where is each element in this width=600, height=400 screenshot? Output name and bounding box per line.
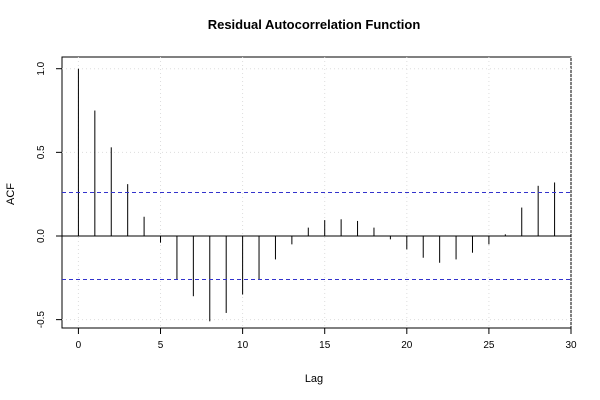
x-tick-label: 25 bbox=[483, 340, 495, 351]
y-tick-label: 0.0 bbox=[36, 229, 47, 243]
y-tick-label: 0.5 bbox=[36, 145, 47, 159]
x-tick-label: 10 bbox=[237, 340, 249, 351]
y-axis: -0.5 0.0 0.5 1.0 bbox=[36, 61, 62, 328]
y-axis-label: ACF bbox=[5, 183, 17, 205]
x-tick-label: 15 bbox=[319, 340, 331, 351]
x-axis-label: Lag bbox=[305, 373, 323, 385]
y-tick-label: -0.5 bbox=[36, 311, 47, 329]
confidence-band bbox=[62, 192, 571, 280]
chart-title: Residual Autocorrelation Function bbox=[208, 17, 421, 32]
x-tick-label: 20 bbox=[401, 340, 413, 351]
x-tick-label: 0 bbox=[76, 340, 82, 351]
y-tick-label: 1.0 bbox=[36, 61, 47, 75]
x-tick-label: 30 bbox=[565, 340, 577, 351]
x-tick-label: 5 bbox=[158, 340, 164, 351]
bars bbox=[62, 68, 571, 322]
x-axis: 0 5 10 15 20 25 30 bbox=[76, 328, 577, 351]
